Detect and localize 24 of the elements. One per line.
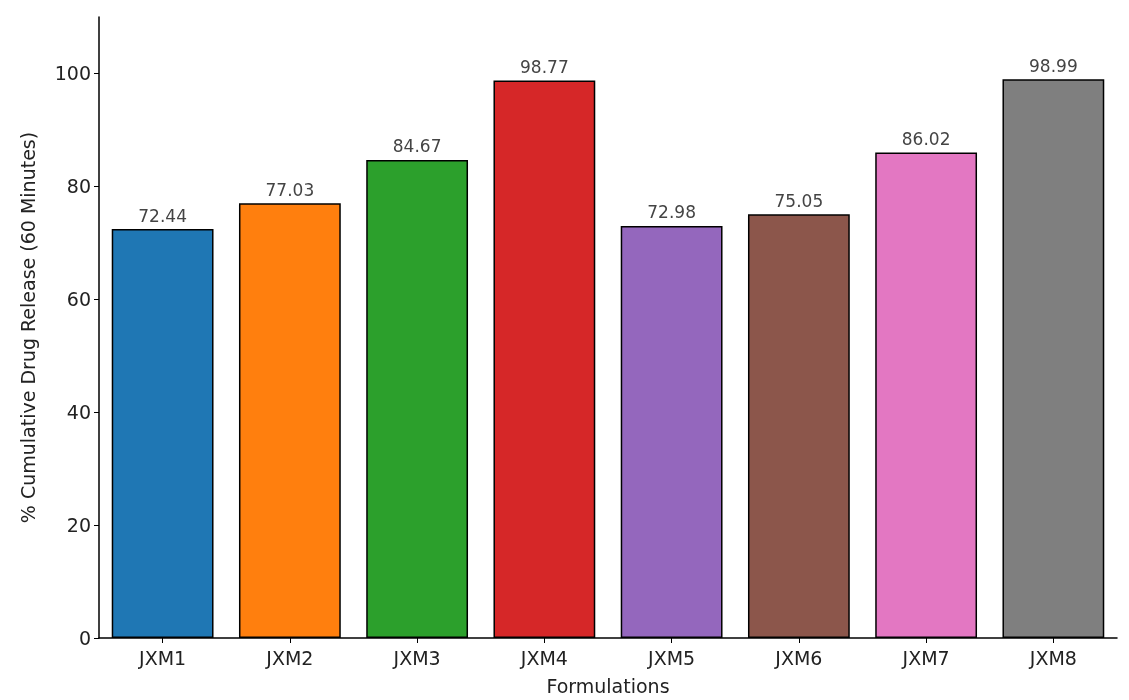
y-tick-label: 60 <box>66 288 91 311</box>
x-tick-label: JXM2 <box>265 646 314 669</box>
data-label: 77.03 <box>265 179 315 200</box>
y-tick-label: 40 <box>66 401 91 424</box>
y-tick-label: 0 <box>78 627 91 649</box>
y-axis-title: % Cumulative Drug Release (60 Minutes) <box>16 131 39 524</box>
data-label: 72.98 <box>647 202 696 223</box>
x-tick-label: JXM3 <box>392 646 441 669</box>
x-axis-title: Formulations <box>546 674 670 697</box>
data-label: 72.44 <box>138 205 187 226</box>
data-label: 75.05 <box>774 190 824 211</box>
data-label: 98.99 <box>1029 55 1078 76</box>
data-label: 86.02 <box>901 128 951 149</box>
x-tick-label: JXM8 <box>1028 646 1077 669</box>
x-tick-label: JXM5 <box>647 646 696 669</box>
x-tick-label: JXM6 <box>774 646 823 669</box>
y-tick-label: 100 <box>54 62 91 85</box>
x-tick-label: JXM7 <box>901 646 950 669</box>
y-tick-label: 20 <box>66 514 91 537</box>
data-label: 98.77 <box>520 56 569 77</box>
x-tick-label: JXM4 <box>519 646 568 669</box>
y-tick-label: 80 <box>66 175 91 198</box>
x-tick-label: JXM1 <box>138 646 187 669</box>
data-label: 84.67 <box>392 136 442 157</box>
